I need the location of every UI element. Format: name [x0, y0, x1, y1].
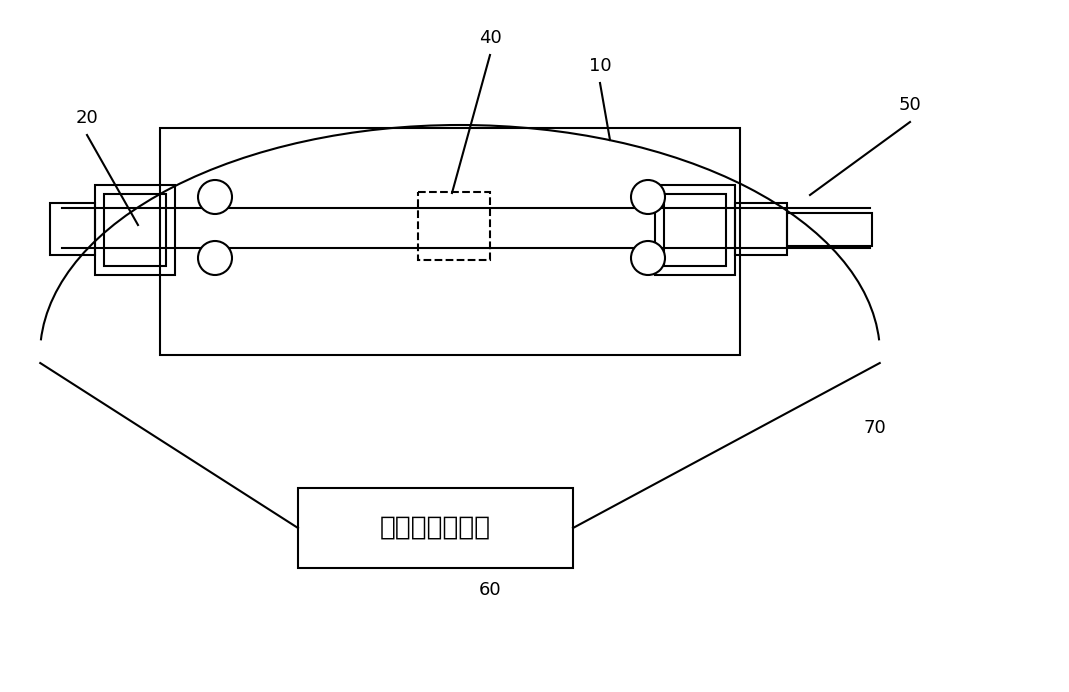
Bar — [104, 194, 166, 266]
Bar — [95, 185, 175, 275]
Circle shape — [198, 180, 232, 214]
Circle shape — [631, 241, 665, 275]
Bar — [655, 185, 735, 275]
Text: 70: 70 — [864, 419, 886, 437]
Text: 矢量网络分析仪: 矢量网络分析仪 — [379, 515, 491, 541]
Bar — [787, 213, 872, 246]
Bar — [735, 203, 787, 255]
Text: 60: 60 — [479, 581, 501, 599]
Bar — [418, 192, 490, 260]
Circle shape — [198, 241, 232, 275]
Text: 50: 50 — [899, 96, 921, 114]
Bar — [50, 203, 95, 255]
Text: 10: 10 — [589, 57, 611, 75]
Bar — [160, 128, 740, 355]
Text: 40: 40 — [479, 29, 501, 47]
Bar — [298, 488, 573, 568]
Bar — [664, 194, 726, 266]
Circle shape — [631, 180, 665, 214]
Text: 20: 20 — [76, 109, 98, 127]
